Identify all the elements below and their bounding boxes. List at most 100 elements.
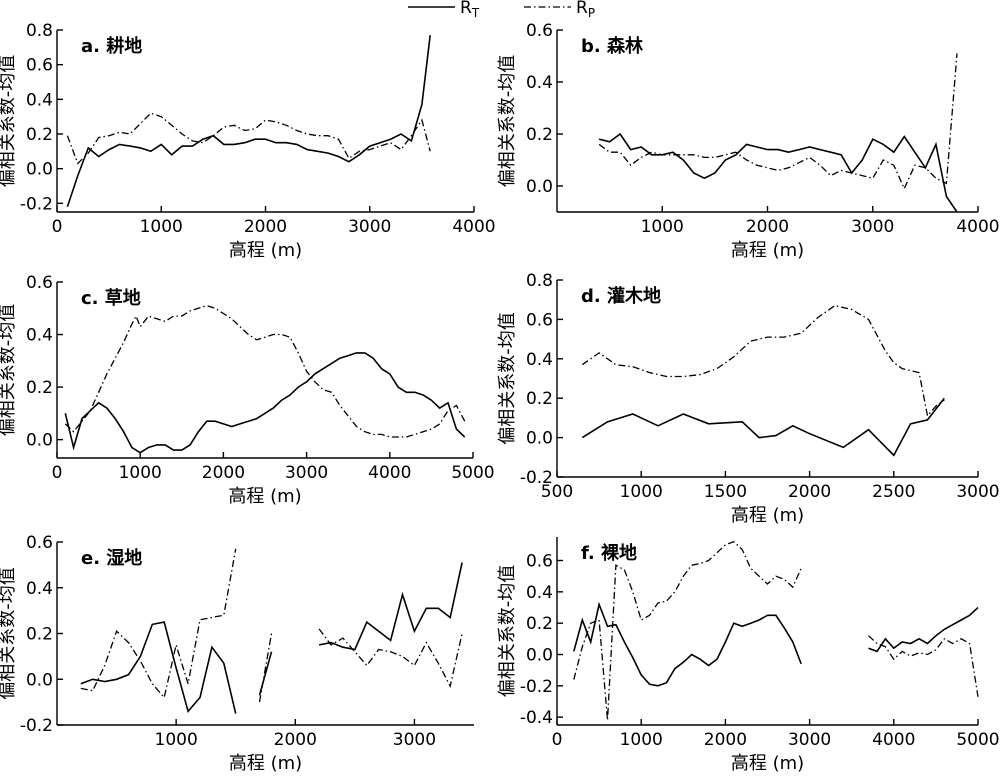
y-tick-label: 0.2 <box>526 125 553 145</box>
chart-panel: 0 1000 2000 3000 4000 5000 0.0 0.2 0.4 0.6 c. 草地高程… <box>0 273 495 507</box>
x-tick-label: 4000 <box>956 217 999 237</box>
series-rt-line <box>64 352 466 454</box>
x-axis-title: 高程 (m) <box>731 753 804 774</box>
x-tick-label: 1000 <box>620 482 663 502</box>
y-tick-label: -0.4 <box>520 708 553 728</box>
y-tick-label: -0.2 <box>520 677 553 697</box>
x-tick-label: 2000 <box>244 217 287 237</box>
x-tick-label: 4000 <box>368 463 411 483</box>
y-axis-title: 偏相关系数-均值 <box>0 567 18 700</box>
x-tick-label: 3000 <box>788 730 831 750</box>
x-tick-label: 2000 <box>704 730 747 750</box>
x-tick-label: 2000 <box>202 463 245 483</box>
x-tick-label: 2000 <box>788 482 831 502</box>
chart-panel: 500 1000 1500 2000 2500 3000 -0.2 0.0 0.2 0.4 0.6 0… <box>497 271 1000 526</box>
y-tick-label: 0.4 <box>26 326 53 346</box>
y-tick-label: 0.0 <box>26 160 53 180</box>
panel-title: d. 灌木地 <box>581 285 661 307</box>
y-tick-label: 0.0 <box>526 177 553 197</box>
chart-panel: 0 1000 2000 3000 4000 5000 -0.4 -0.2 0.0 0.2 0.4 0.… <box>497 537 1000 774</box>
panel-title: b. 森林 <box>581 35 643 57</box>
legend-entry-rt: RT <box>408 0 480 20</box>
legend: RT RP <box>408 0 595 20</box>
x-axis-title: 高程 (m) <box>731 505 804 526</box>
panels: 0 1000 2000 3000 4000 -0.2 0.0 0.2 0.4 0.6 0.8 a. 耕… <box>0 21 1000 774</box>
series-rp-line <box>573 540 802 721</box>
series-rp-line <box>80 548 237 699</box>
y-tick-label: 0.8 <box>526 271 553 291</box>
y-tick-label: 0.4 <box>526 73 553 93</box>
x-tick-label: 3000 <box>285 463 328 483</box>
y-tick-label: 0.2 <box>526 614 553 634</box>
y-axis-title: 偏相关系数-均值 <box>497 55 518 188</box>
y-tick-label: 0.0 <box>26 431 53 451</box>
series-rp-line <box>581 304 945 418</box>
series-rt-line <box>318 562 463 651</box>
series-rp-line <box>868 635 979 697</box>
x-tick-label: 5000 <box>956 730 999 750</box>
y-tick-label: 0.6 <box>526 21 553 41</box>
series-rt-line <box>573 601 802 687</box>
y-tick-label: 0.2 <box>26 125 53 145</box>
y-tick-label: 0.0 <box>26 670 53 690</box>
legend-label-rt: RT <box>460 0 480 20</box>
x-tick-label: 0 <box>52 463 63 483</box>
x-tick-label: 2500 <box>872 482 915 502</box>
x-tick-label: 4000 <box>872 730 915 750</box>
series-rt-line <box>598 132 958 213</box>
series-rt-line <box>581 397 945 457</box>
x-tick-label: 1000 <box>140 217 183 237</box>
x-tick-label: 1500 <box>704 482 747 502</box>
y-tick-label: 0.6 <box>526 552 553 572</box>
x-tick-label: 1000 <box>641 217 684 237</box>
series-rt-line <box>868 606 979 653</box>
series-rp-line <box>258 633 273 703</box>
y-tick-label: 0.2 <box>526 389 553 409</box>
x-tick-label: 3000 <box>393 730 436 750</box>
y-tick-label: 0.4 <box>526 583 553 603</box>
x-axis-title: 高程 (m) <box>228 486 301 507</box>
x-tick-label: 1000 <box>620 730 663 750</box>
y-tick-label: 0.6 <box>26 533 53 553</box>
series-rt-line <box>258 651 273 696</box>
y-axis-title: 偏相关系数-均值 <box>0 304 18 437</box>
x-tick-label: 0 <box>52 217 63 237</box>
x-axis-title: 高程 (m) <box>229 753 302 774</box>
y-tick-label: 0.2 <box>26 625 53 645</box>
x-tick-label: 3000 <box>851 217 894 237</box>
x-axis-title: 高程 (m) <box>731 240 804 261</box>
y-axis-title: 偏相关系数-均值 <box>497 312 518 445</box>
series-rt-line <box>66 35 431 208</box>
x-tick-label: 4000 <box>452 217 495 237</box>
x-tick-label: 1000 <box>119 463 162 483</box>
x-tick-label: 0 <box>552 730 563 750</box>
y-tick-label: 0.4 <box>526 350 553 370</box>
x-tick-label: 2000 <box>746 217 789 237</box>
x-tick-label: 3000 <box>348 217 391 237</box>
y-tick-label: 0.6 <box>526 310 553 330</box>
panel-title: a. 耕地 <box>81 35 142 57</box>
panel-title: f. 裸地 <box>581 542 637 564</box>
y-tick-label: 0.6 <box>26 273 53 293</box>
y-tick-label: 0.4 <box>26 90 53 110</box>
x-tick-label: 1000 <box>155 730 198 750</box>
legend-entry-rp: RP <box>524 0 595 20</box>
x-tick-label: 500 <box>541 482 573 502</box>
panel-title: e. 湿地 <box>81 547 142 569</box>
y-axis-title: 偏相关系数-均值 <box>497 565 518 698</box>
chart-panel: 0 1000 2000 3000 4000 -0.2 0.0 0.2 0.4 0.6 0.8 a. 耕… <box>0 21 496 261</box>
x-tick-label: 3000 <box>956 482 999 502</box>
y-tick-label: 0.0 <box>526 429 553 449</box>
series-rp-line <box>318 628 463 688</box>
y-axis-title: 偏相关系数-均值 <box>0 55 18 188</box>
panel-title: c. 草地 <box>81 287 141 309</box>
x-tick-label: 2000 <box>274 730 317 750</box>
y-tick-label: -0.2 <box>20 716 53 736</box>
y-tick-label: 0.2 <box>26 378 53 398</box>
y-tick-label: -0.2 <box>520 468 553 488</box>
series-rp-line <box>66 112 431 165</box>
y-tick-label: -0.2 <box>20 194 53 214</box>
y-tick-label: 0.0 <box>526 646 553 666</box>
